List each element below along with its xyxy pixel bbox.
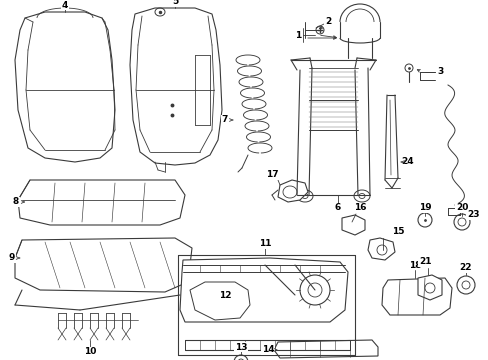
Text: 12: 12 bbox=[218, 291, 231, 300]
Circle shape bbox=[376, 245, 386, 255]
Text: 13: 13 bbox=[234, 342, 247, 351]
Text: 23: 23 bbox=[466, 211, 478, 220]
Circle shape bbox=[404, 64, 412, 72]
Polygon shape bbox=[278, 180, 307, 202]
Circle shape bbox=[315, 26, 324, 34]
Text: 24: 24 bbox=[401, 157, 413, 166]
Text: 21: 21 bbox=[418, 257, 430, 266]
Polygon shape bbox=[190, 282, 249, 320]
Polygon shape bbox=[15, 12, 115, 162]
Text: 5: 5 bbox=[171, 0, 178, 6]
Text: 4: 4 bbox=[61, 0, 68, 9]
Circle shape bbox=[299, 275, 329, 305]
Polygon shape bbox=[341, 215, 364, 235]
Text: 6: 6 bbox=[334, 203, 341, 212]
Circle shape bbox=[234, 355, 247, 360]
Circle shape bbox=[457, 218, 465, 226]
Text: 16: 16 bbox=[353, 203, 366, 212]
Text: 11: 11 bbox=[258, 239, 271, 248]
Text: 17: 17 bbox=[265, 171, 278, 180]
Circle shape bbox=[461, 281, 469, 289]
Text: 14: 14 bbox=[261, 346, 274, 355]
Text: 9: 9 bbox=[9, 253, 15, 262]
Polygon shape bbox=[180, 258, 347, 322]
Polygon shape bbox=[417, 275, 441, 300]
Polygon shape bbox=[130, 8, 222, 165]
Circle shape bbox=[456, 276, 474, 294]
Polygon shape bbox=[18, 180, 184, 225]
Text: 15: 15 bbox=[391, 228, 404, 237]
Text: 19: 19 bbox=[418, 203, 430, 212]
Circle shape bbox=[417, 213, 431, 227]
Polygon shape bbox=[273, 340, 377, 358]
Circle shape bbox=[238, 359, 244, 360]
Text: 10: 10 bbox=[83, 347, 96, 356]
Polygon shape bbox=[381, 278, 451, 315]
Text: 22: 22 bbox=[459, 264, 471, 273]
Text: 18: 18 bbox=[408, 261, 420, 270]
Text: 3: 3 bbox=[436, 68, 442, 77]
Circle shape bbox=[453, 214, 469, 230]
Text: 20: 20 bbox=[455, 203, 467, 212]
Text: 7: 7 bbox=[222, 116, 228, 125]
Circle shape bbox=[307, 283, 321, 297]
Text: 1: 1 bbox=[294, 31, 301, 40]
Text: 2: 2 bbox=[324, 18, 330, 27]
Text: 8: 8 bbox=[13, 198, 19, 207]
Polygon shape bbox=[367, 238, 394, 260]
Circle shape bbox=[424, 283, 434, 293]
Polygon shape bbox=[15, 238, 192, 292]
